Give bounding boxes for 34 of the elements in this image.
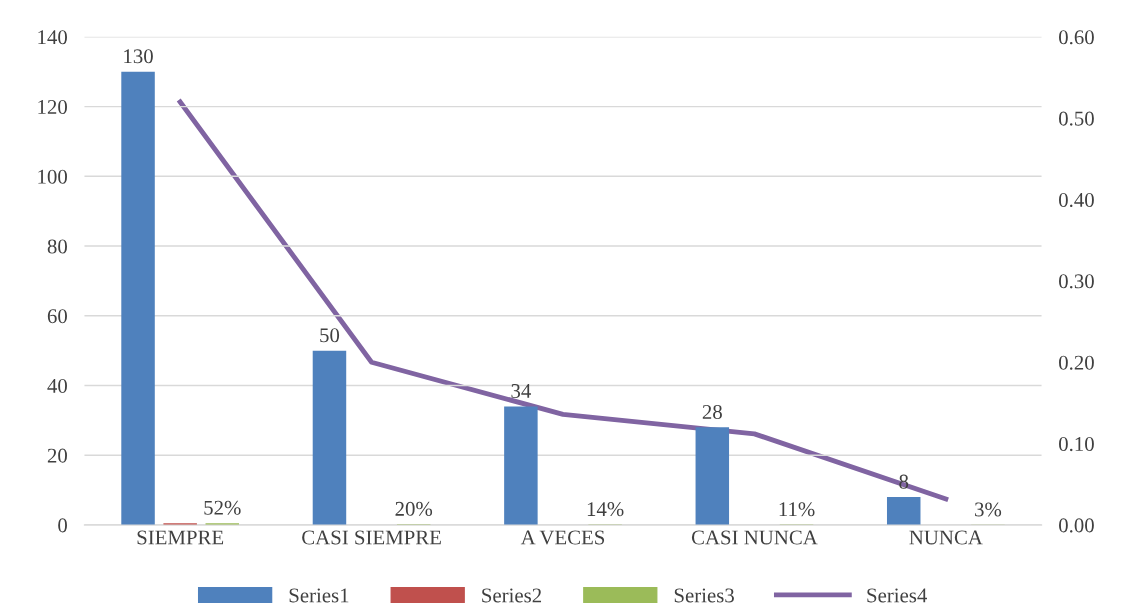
y-tick-label: 60 xyxy=(47,309,67,324)
x-tick-label: A VECES xyxy=(520,530,605,545)
legend-label: Series3 xyxy=(674,588,734,603)
y-tick-label: 120 xyxy=(38,99,67,115)
data-label: 8 xyxy=(899,474,909,489)
legend-label: Series2 xyxy=(482,588,542,603)
y-tick-label: 100 xyxy=(38,169,67,184)
y-tick-label: 80 xyxy=(47,239,67,254)
data-label: 130 xyxy=(124,49,153,64)
data-label: 28 xyxy=(702,404,722,419)
data-label: 50 xyxy=(320,328,340,343)
legend-label: Series4 xyxy=(867,588,927,603)
data-label: 20% xyxy=(395,501,433,516)
y-tick-label: 40 xyxy=(47,378,67,393)
data-label: 11% xyxy=(779,502,815,517)
y2-tick-label: 0.10 xyxy=(1059,436,1094,452)
x-tick-label: SIEMPRE xyxy=(137,530,224,545)
y-tick-label: 140 xyxy=(38,30,67,45)
y2-tick-label: 0.20 xyxy=(1059,355,1094,370)
x-tick-label: CASI SIEMPRE xyxy=(302,530,441,545)
x-tick-label: NUNCA xyxy=(909,530,983,545)
data-label: 14% xyxy=(587,502,624,517)
y-tick-label: 20 xyxy=(47,448,67,463)
legend-label: Series1 xyxy=(289,588,349,603)
x-tick-label: CASI NUNCA xyxy=(691,530,818,545)
y2-tick-label: 0.60 xyxy=(1059,30,1094,45)
data-label: 52% xyxy=(204,500,241,515)
y2-tick-label: 0.40 xyxy=(1059,192,1094,208)
y2-tick-label: 0.30 xyxy=(1059,274,1094,289)
data-label: 34 xyxy=(511,384,531,399)
data-label: 3% xyxy=(975,502,1002,517)
y-tick-label: 0 xyxy=(58,518,67,533)
y2-tick-label: 0.50 xyxy=(1059,111,1094,126)
y2-tick-label: 0.00 xyxy=(1059,518,1094,533)
